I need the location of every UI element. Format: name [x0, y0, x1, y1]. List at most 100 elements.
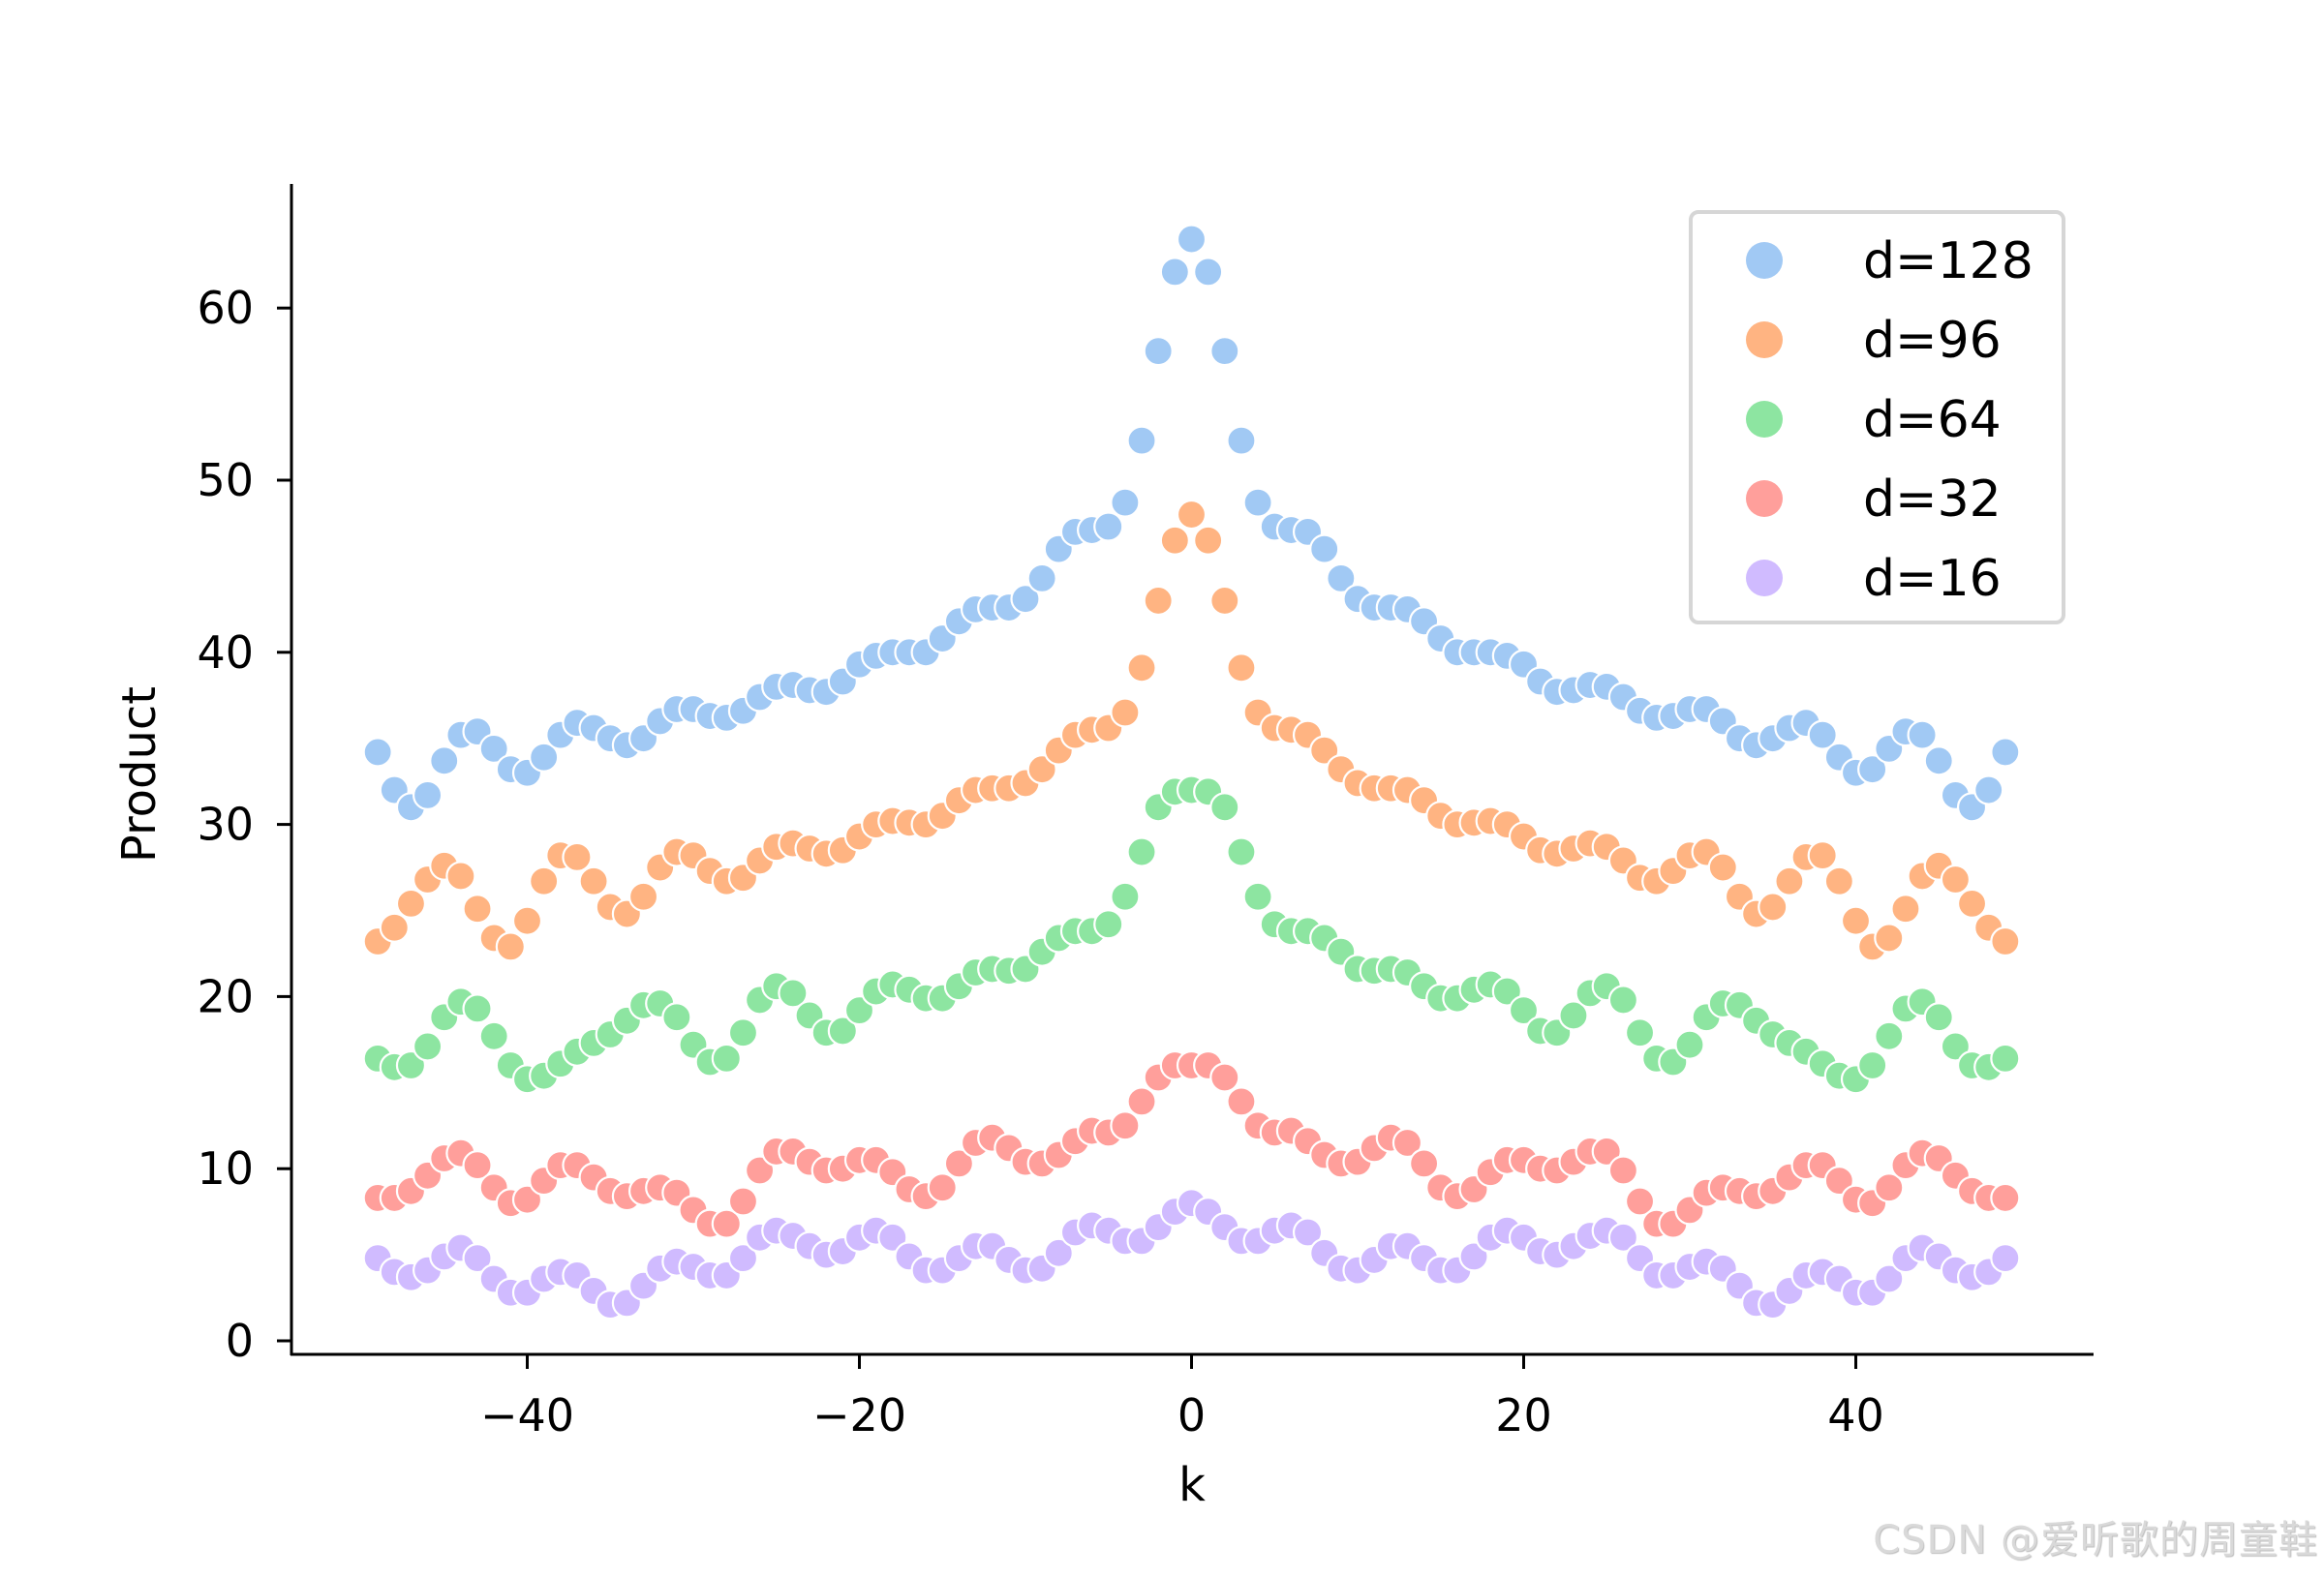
data-point — [395, 888, 427, 919]
legend: d=128 d=96 d=64 d=32 d=16 — [1689, 210, 2065, 624]
data-point — [1458, 1241, 1489, 1272]
data-point — [1857, 1049, 1888, 1081]
watermark: CSDN @爱听歌的周童鞋 — [1873, 1518, 2318, 1563]
data-point — [727, 1017, 759, 1048]
data-point — [1226, 1086, 1257, 1117]
data-point — [478, 1020, 509, 1051]
y-tick-label: 10 — [197, 1142, 254, 1195]
data-point — [1176, 224, 1208, 255]
data-point — [462, 1150, 493, 1181]
x-tick-label: −20 — [812, 1389, 906, 1441]
legend-label: d=32 — [1863, 470, 2002, 529]
data-point — [429, 745, 460, 776]
data-point — [1607, 985, 1639, 1016]
y-tick-label: 60 — [197, 282, 254, 334]
legend-marker-icon — [1746, 480, 1783, 517]
data-point — [413, 779, 443, 810]
data-point — [1309, 735, 1340, 766]
data-point — [1159, 257, 1190, 288]
data-point — [462, 1243, 493, 1274]
data-point — [1940, 1031, 1972, 1062]
y-tick-label: 20 — [197, 970, 254, 1022]
data-point — [1558, 1000, 1589, 1031]
legend-frame — [1689, 210, 2065, 624]
data-point — [1193, 525, 1224, 556]
data-point — [478, 733, 509, 764]
data-point — [1990, 1043, 2021, 1075]
data-point — [1143, 336, 1174, 367]
data-point — [1973, 774, 2004, 805]
y-ticks: 0 10 20 30 40 50 60 — [197, 282, 291, 1367]
data-point — [1807, 840, 1838, 871]
data-point — [1209, 1062, 1240, 1093]
data-point — [1940, 864, 1972, 895]
data-point — [627, 881, 659, 912]
data-point — [511, 905, 543, 936]
data-point — [1026, 754, 1057, 785]
data-point — [727, 1243, 759, 1274]
data-point — [1010, 584, 1041, 615]
data-point — [462, 993, 493, 1024]
legend-marker-icon — [1746, 560, 1783, 596]
x-tick-label: 40 — [1827, 1389, 1884, 1441]
x-axis-label: k — [1178, 1458, 1206, 1512]
data-point — [1209, 336, 1240, 367]
data-point — [843, 995, 875, 1026]
data-point — [1242, 487, 1273, 518]
data-point — [1508, 995, 1540, 1026]
data-point — [362, 737, 393, 768]
data-point — [445, 861, 476, 892]
legend-label: d=128 — [1863, 232, 2034, 290]
data-point — [1110, 697, 1141, 728]
x-tick-label: 0 — [1177, 1389, 1206, 1441]
data-point — [1326, 562, 1357, 593]
legend-marker-icon — [1746, 401, 1783, 438]
data-point — [1907, 719, 1938, 750]
data-point — [1126, 836, 1157, 867]
x-ticks: −40 −20 0 20 40 — [480, 1354, 1884, 1441]
x-tick-label: 20 — [1495, 1389, 1552, 1441]
data-point — [1774, 865, 1805, 896]
data-point — [495, 931, 526, 962]
data-point — [1990, 1243, 2021, 1274]
data-point — [1874, 1020, 1905, 1051]
data-point — [943, 1148, 975, 1179]
data-point — [413, 1031, 443, 1062]
data-point — [744, 1155, 776, 1186]
data-point — [827, 1016, 858, 1047]
data-point — [562, 841, 593, 872]
data-point — [1143, 585, 1174, 617]
data-points — [362, 224, 2021, 1320]
data-point — [1159, 525, 1190, 556]
legend-marker-icon — [1746, 321, 1783, 358]
data-point — [1956, 888, 1988, 919]
axes: 0 10 20 30 40 50 60 −40 −20 0 20 40 k Product — [112, 184, 2094, 1512]
data-point — [1874, 1172, 1905, 1203]
y-axis-label: Product — [112, 686, 167, 863]
data-point — [462, 894, 493, 925]
data-point — [727, 1186, 759, 1217]
data-point — [1309, 533, 1340, 564]
data-point — [1758, 892, 1789, 923]
data-point — [529, 742, 560, 773]
legend-label: d=64 — [1863, 391, 2002, 449]
data-point — [1391, 1127, 1423, 1159]
data-point — [1043, 1237, 1074, 1268]
data-point — [1990, 1182, 2021, 1214]
data-point — [1707, 852, 1738, 883]
data-point — [1607, 1155, 1639, 1186]
data-point — [1226, 836, 1257, 867]
data-point — [1874, 1263, 1905, 1294]
data-point — [1026, 562, 1057, 593]
data-point — [1126, 652, 1157, 683]
data-point — [1292, 1217, 1324, 1248]
legend-marker-icon — [1746, 242, 1783, 279]
data-point — [1823, 865, 1854, 896]
data-point — [1923, 1002, 1954, 1033]
data-point — [1126, 1086, 1157, 1117]
data-point — [1093, 909, 1124, 940]
legend-label: d=96 — [1863, 312, 2002, 370]
data-point — [1857, 754, 1888, 785]
data-point — [1823, 1166, 1854, 1197]
